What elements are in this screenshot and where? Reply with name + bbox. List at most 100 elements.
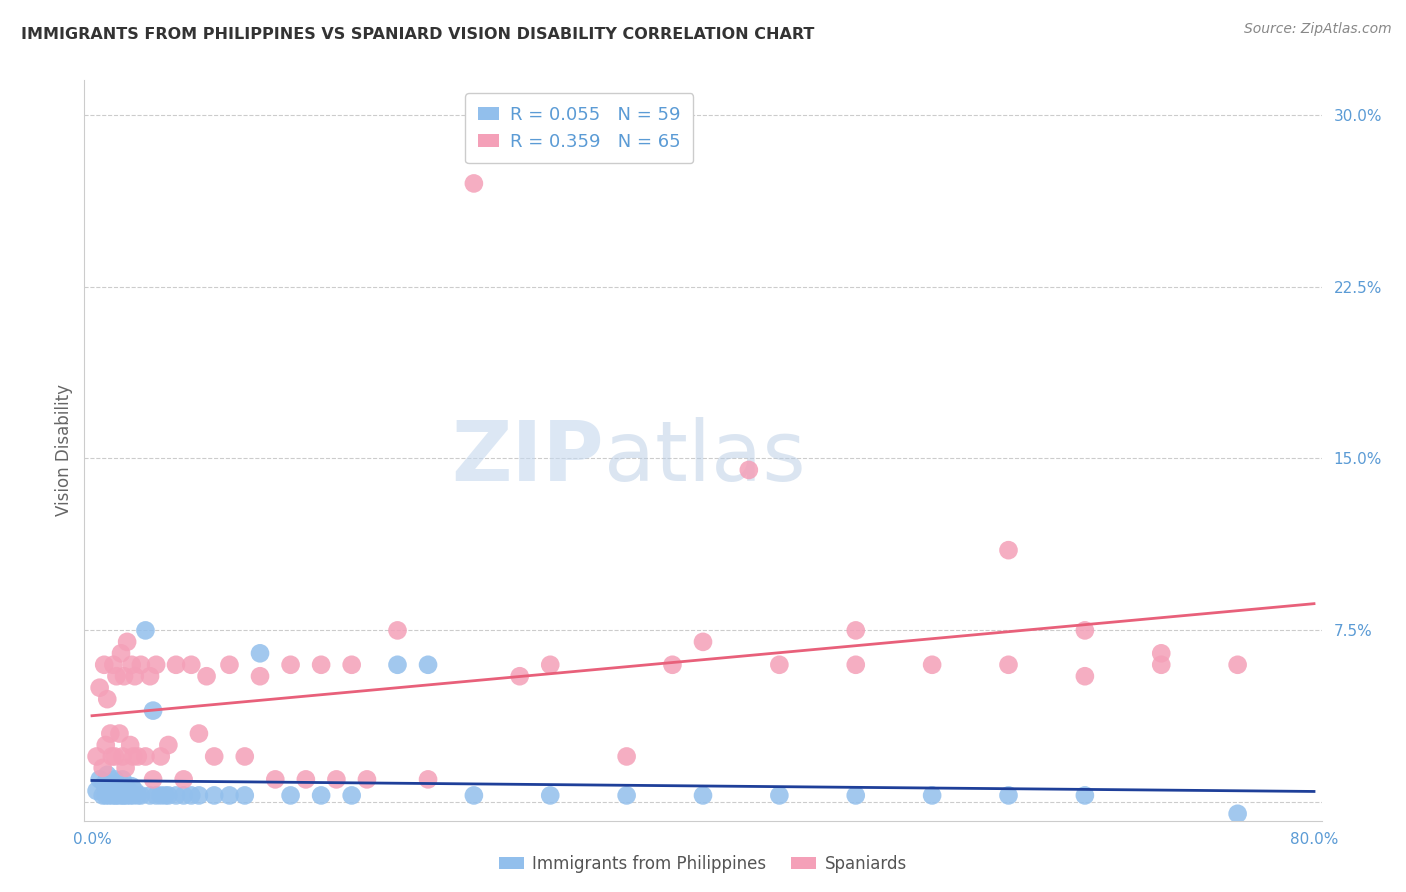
Point [202,789,225,803]
Point [538,657,561,672]
Point [108,789,131,803]
Point [105,669,128,683]
Point [134,624,156,638]
Point [107,781,129,796]
Point [105,789,128,803]
Point [94,789,117,803]
Point [115,789,138,803]
Point [121,779,143,793]
Point [122,789,145,803]
Point [187,789,209,803]
Point [155,789,177,803]
Point [165,789,187,803]
Point [86,749,108,764]
Point [110,784,132,798]
Point [280,657,302,672]
Point [94,738,117,752]
Point [112,669,135,683]
Point [101,789,124,803]
Point [120,789,142,803]
Point [129,657,152,672]
Point [96,692,118,706]
Point [114,761,136,775]
Point [129,789,152,803]
Point [616,749,638,764]
Point [845,789,868,803]
Point [103,657,125,672]
Text: ZIP: ZIP [451,417,605,499]
Point [98,779,121,793]
Point [692,789,714,803]
Point [91,789,114,803]
Point [768,657,790,672]
Point [127,749,149,764]
Legend: R = 0.055   N = 59, R = 0.359   N = 65: R = 0.055 N = 59, R = 0.359 N = 65 [465,93,693,163]
Point [89,772,111,787]
Point [921,789,943,803]
Legend: Immigrants from Philippines, Spaniards: Immigrants from Philippines, Spaniards [492,848,914,880]
Point [187,726,209,740]
Point [1226,657,1249,672]
Point [997,543,1019,558]
Point [104,749,127,764]
Point [180,657,202,672]
Point [142,772,165,787]
Point [91,761,114,775]
Point [463,789,485,803]
Point [997,789,1019,803]
Point [325,772,347,787]
Point [218,789,240,803]
Point [356,772,378,787]
Point [122,749,145,764]
Point [768,789,790,803]
Point [202,749,225,764]
Point [121,657,143,672]
Point [845,624,868,638]
Point [1150,657,1173,672]
Point [93,657,115,672]
Point [218,657,240,672]
Point [93,777,115,791]
Point [104,789,127,803]
Point [387,624,409,638]
Point [96,784,118,798]
Point [118,784,141,798]
Point [1226,806,1249,821]
Point [124,669,146,683]
Point [108,726,131,740]
Point [173,772,195,787]
Point [96,768,118,782]
Point [139,789,162,803]
Text: atlas: atlas [605,417,806,499]
Text: Source: ZipAtlas.com: Source: ZipAtlas.com [1244,22,1392,37]
Point [233,749,256,764]
Point [1150,646,1173,660]
Point [249,646,271,660]
Point [845,657,868,672]
Point [387,657,409,672]
Point [165,657,187,672]
Point [295,772,318,787]
Point [124,784,146,798]
Point [416,772,439,787]
Point [1074,624,1097,638]
Point [309,789,332,803]
Point [127,789,149,803]
Point [616,789,638,803]
Point [134,749,156,764]
Point [157,738,180,752]
Point [104,772,127,787]
Point [89,681,111,695]
Point [661,657,683,672]
Point [110,646,132,660]
Point [538,789,561,803]
Point [692,635,714,649]
Point [195,669,218,683]
Point [1074,789,1097,803]
Point [280,789,302,803]
Point [509,669,531,683]
Y-axis label: Vision Disability: Vision Disability [55,384,73,516]
Point [114,779,136,793]
Point [145,789,167,803]
Point [1074,669,1097,683]
